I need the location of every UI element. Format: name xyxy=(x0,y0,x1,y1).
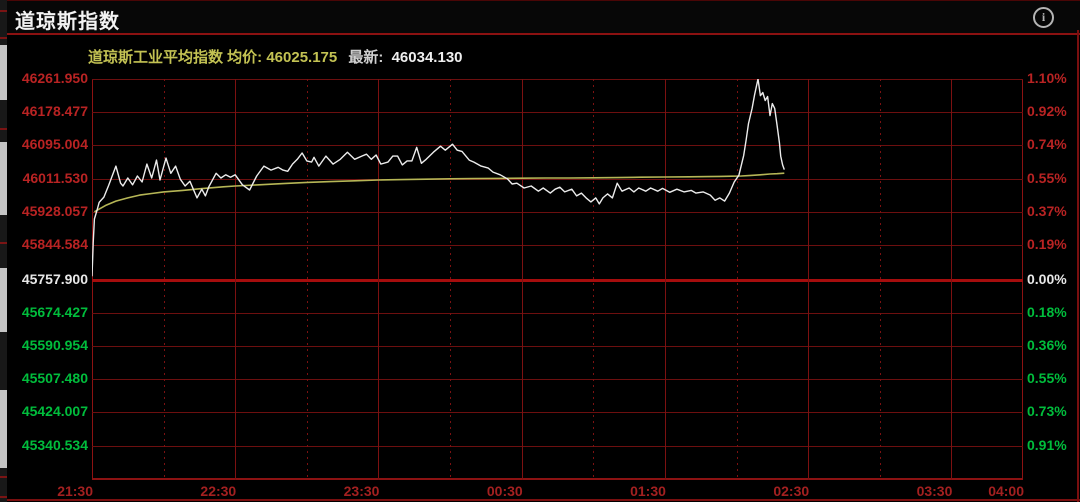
time-tick-label: 22:30 xyxy=(200,483,237,499)
h-gridline xyxy=(92,79,1023,80)
percent-tick-label: 0.00% xyxy=(1027,270,1067,287)
h-gridline xyxy=(92,445,1023,447)
v-gridline-dotted xyxy=(879,79,881,480)
time-tick-label: 03:30 xyxy=(916,483,953,499)
percent-tick-label: 1.10% xyxy=(1027,70,1067,86)
scrollbar-mark xyxy=(0,10,7,12)
v-gridline-dotted xyxy=(736,79,738,480)
price-tick-label: 46011.530 xyxy=(22,169,88,186)
price-tick-label: 45928.057 xyxy=(21,202,88,219)
scrollbar-mark xyxy=(0,496,7,498)
price-tick-label: 45340.534 xyxy=(21,436,88,453)
scrollbar-mark xyxy=(0,242,7,244)
time-tick-label: 00:30 xyxy=(486,483,523,499)
percent-tick-label: 0.92% xyxy=(1027,103,1067,120)
price-tick-label: 46095.004 xyxy=(21,136,88,153)
time-tick-label: 21:30 xyxy=(57,483,93,499)
percent-tick-label: 0.74% xyxy=(1027,136,1067,153)
price-tick-label: 45590.954 xyxy=(21,336,88,353)
average-price-line xyxy=(94,172,785,213)
scrollbar-thumb xyxy=(0,45,7,100)
v-gridline xyxy=(664,79,666,480)
v-gridline xyxy=(378,79,380,480)
widget-right-border xyxy=(1077,30,1079,502)
legend-average-price: 道琼斯工业平均指数 均价: 46025.175 xyxy=(88,49,338,66)
scrollbar-thumb xyxy=(0,142,7,215)
previous-close-line xyxy=(92,278,1023,282)
h-gridline xyxy=(92,145,1023,147)
widget-bottom-border xyxy=(7,499,1080,501)
percent-tick-label: 0.91% xyxy=(1027,436,1067,453)
time-tick-label: 01:30 xyxy=(630,483,666,499)
left-scrollbar[interactable] xyxy=(0,0,7,502)
price-tick-label: 45844.584 xyxy=(21,236,88,253)
h-gridline xyxy=(92,412,1023,414)
h-gridline xyxy=(92,379,1023,381)
percent-tick-label: 0.19% xyxy=(1027,236,1067,253)
percent-tick-label: 0.55% xyxy=(1027,370,1067,387)
percent-tick-label: 0.73% xyxy=(1027,403,1067,420)
v-gridline-dotted xyxy=(593,79,595,480)
price-tick-label: 45507.480 xyxy=(21,370,88,387)
price-chart-svg[interactable] xyxy=(92,79,1023,480)
chart-header: 道琼斯指数 xyxy=(7,0,1080,33)
percent-tick-label: 0.18% xyxy=(1027,303,1067,320)
info-icon[interactable]: i xyxy=(1033,7,1054,28)
price-tick-label: 45424.007 xyxy=(21,403,88,420)
chart-legend: 道琼斯工业平均指数 均价: 46025.175 最新: 46034.130 xyxy=(88,46,463,67)
time-tick-label: 23:30 xyxy=(343,483,380,499)
scrollbar-mark xyxy=(0,476,7,478)
h-gridline xyxy=(92,211,1023,213)
h-gridline xyxy=(92,312,1023,314)
v-gridline-dotted xyxy=(450,79,452,480)
time-tick-label: 02:30 xyxy=(773,483,810,499)
legend-last-label: 最新: xyxy=(348,49,384,66)
scrollbar-thumb xyxy=(0,390,7,468)
scrollbar-mark xyxy=(0,128,7,130)
header-divider xyxy=(7,33,1080,35)
price-tick-label: 45757.900 xyxy=(21,270,88,287)
time-tick-label: 04:00 xyxy=(988,483,1024,499)
price-tick-label: 46178.477 xyxy=(21,103,88,120)
h-gridline xyxy=(92,245,1023,247)
h-gridline xyxy=(92,178,1023,180)
v-gridline-dotted xyxy=(306,79,308,480)
price-tick-label: 45674.427 xyxy=(21,303,88,320)
v-gridline xyxy=(521,79,523,480)
plot-frame xyxy=(92,478,1023,480)
v-gridline xyxy=(951,79,953,480)
page-title: 道琼斯指数 xyxy=(15,11,120,33)
legend-last-value: 46034.130 xyxy=(391,49,463,66)
percent-tick-label: 0.36% xyxy=(1027,336,1067,353)
v-gridline xyxy=(235,79,237,480)
v-gridline xyxy=(808,79,810,480)
h-gridline xyxy=(92,345,1023,347)
v-gridline-dotted xyxy=(163,79,165,480)
percent-tick-label: 0.37% xyxy=(1027,202,1067,219)
scrollbar-thumb xyxy=(0,268,7,332)
scrollbar-mark xyxy=(0,37,7,39)
h-gridline xyxy=(92,112,1023,114)
price-tick-label: 46261.950 xyxy=(21,70,88,86)
percent-tick-label: 0.55% xyxy=(1027,169,1067,186)
chart-plot-area[interactable] xyxy=(92,79,1023,480)
price-line xyxy=(92,79,785,277)
